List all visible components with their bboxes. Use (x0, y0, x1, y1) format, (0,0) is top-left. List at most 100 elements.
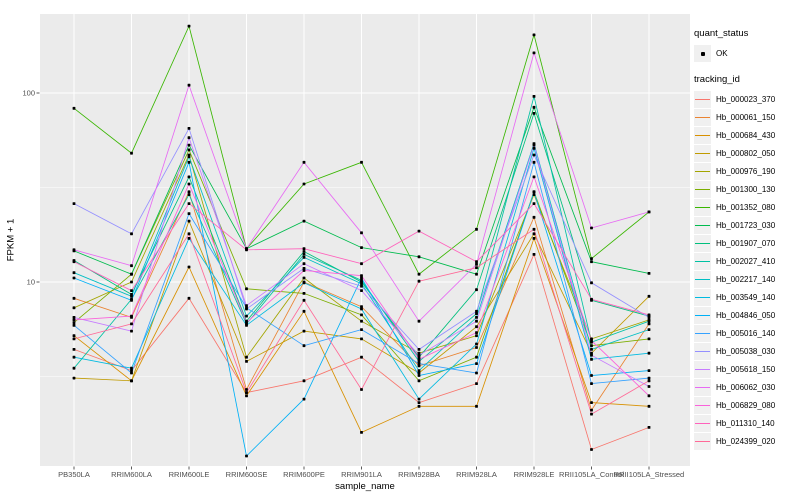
data-point (417, 357, 421, 361)
line-swatch-icon (695, 423, 710, 425)
data-point (590, 374, 593, 377)
line-swatch-icon (695, 369, 710, 371)
legend-key (694, 235, 711, 252)
data-point (532, 51, 536, 55)
line-swatch-icon (695, 171, 710, 173)
data-point (245, 355, 248, 359)
data-point (532, 202, 536, 205)
data-point (72, 316, 76, 319)
y-tick-label: 10 (27, 278, 35, 287)
data-point (130, 379, 133, 383)
data-point (302, 379, 306, 383)
legend-key (694, 271, 711, 288)
data-point (302, 292, 306, 295)
legend-entries-quant-status: OK (694, 45, 800, 62)
data-point (245, 454, 248, 458)
data-point (647, 322, 651, 326)
data-point (360, 160, 363, 164)
data-point (302, 329, 306, 333)
data-point (360, 305, 363, 309)
data-point (245, 391, 248, 394)
legend-key (694, 109, 711, 126)
legend-entry-label: Hb_002027_410 (716, 257, 776, 266)
data-point (187, 237, 191, 240)
data-point (590, 353, 593, 357)
data-point (590, 344, 593, 348)
legend-entry-label: Hb_001907_070 (716, 239, 776, 248)
line-swatch-icon (695, 117, 710, 119)
data-point (417, 272, 421, 276)
legend-entry-tracking-id: Hb_001723_030 (694, 217, 800, 234)
data-point (417, 371, 421, 375)
data-point (532, 190, 536, 194)
legend-key (694, 433, 711, 450)
data-point (647, 319, 651, 323)
data-point (532, 112, 536, 115)
data-point (187, 193, 191, 196)
data-point (72, 376, 76, 380)
line-swatch-icon (695, 243, 710, 245)
legend-entry-tracking-id: Hb_006829_080 (694, 397, 800, 414)
data-point (302, 219, 306, 223)
data-point (590, 260, 593, 264)
x-axis-title: sample_name (335, 481, 395, 492)
data-point (475, 346, 478, 349)
data-point (360, 388, 363, 391)
data-point (302, 276, 306, 280)
legend-key (694, 361, 711, 378)
legend-entry-tracking-id: Hb_001300_130 (694, 181, 800, 198)
line-swatch-icon (695, 387, 710, 389)
legend-entry-label: Hb_005038_030 (716, 347, 776, 356)
x-tick-label: RRIM928LA (456, 470, 497, 479)
legend-entry-label: Hb_001300_130 (716, 185, 776, 194)
x-tick-label: RRIM901LA (341, 470, 382, 479)
data-point (187, 219, 191, 223)
data-point (72, 355, 76, 359)
legend: quant_status OK tracking_id Hb_000023_37… (694, 28, 800, 462)
data-point (72, 318, 76, 322)
data-point (72, 248, 76, 252)
data-point (360, 289, 363, 292)
data-point (590, 226, 593, 230)
legend-entry-label: Hb_000802_050 (716, 149, 776, 158)
legend-entry-label: OK (716, 49, 728, 58)
data-point (302, 344, 306, 348)
data-point (245, 323, 248, 327)
data-point (72, 276, 76, 280)
line-swatch-icon (695, 261, 710, 263)
data-point (360, 337, 363, 341)
data-point (302, 250, 306, 253)
line-swatch-icon (695, 279, 710, 281)
data-point (187, 136, 191, 140)
data-point (417, 229, 421, 233)
data-point (130, 289, 133, 292)
data-point (72, 260, 76, 264)
data-point (72, 323, 76, 327)
legend-entry-tracking-id: Hb_006062_030 (694, 379, 800, 396)
data-point (130, 280, 133, 284)
data-point (302, 256, 306, 259)
data-point (72, 366, 76, 370)
data-point (72, 334, 76, 338)
data-point (187, 148, 191, 152)
legend-entry-tracking-id: Hb_002027_410 (694, 253, 800, 270)
data-point (417, 374, 421, 377)
data-point (590, 339, 593, 342)
legend-entry-tracking-id: Hb_005016_140 (694, 325, 800, 342)
data-point (360, 279, 363, 282)
data-point (72, 271, 76, 275)
data-point (532, 33, 536, 37)
x-tick-label: PB350LA (58, 470, 90, 479)
data-point (532, 95, 536, 98)
data-point (475, 288, 478, 292)
data-point (130, 264, 133, 268)
legend-key (694, 91, 711, 108)
line-swatch-icon (695, 189, 710, 191)
data-point (417, 362, 421, 365)
line-swatch-icon (695, 297, 710, 299)
data-point (647, 369, 651, 372)
legend-entry-tracking-id: Hb_004846_050 (694, 307, 800, 324)
data-point (590, 382, 593, 385)
data-point (532, 105, 536, 109)
